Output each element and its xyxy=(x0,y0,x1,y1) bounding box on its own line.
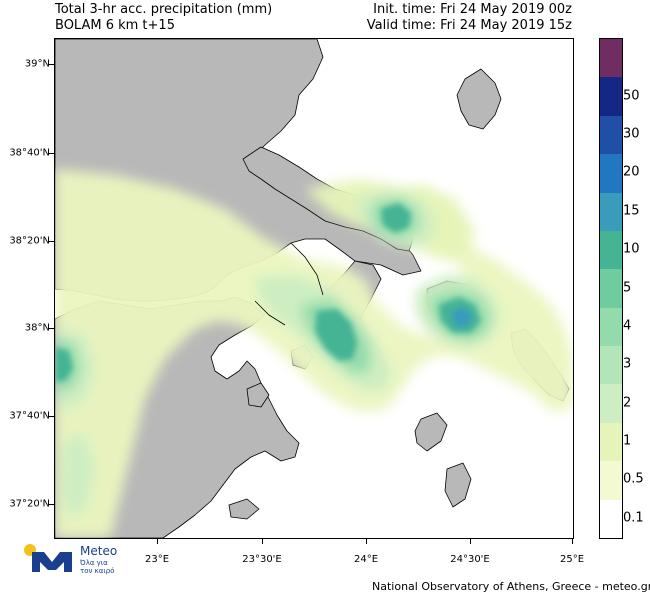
precip-core-attica xyxy=(315,309,357,361)
precip-band-sw xyxy=(61,435,95,519)
lat-tick xyxy=(48,504,54,505)
colorbar-segment xyxy=(600,269,622,308)
lon-label: 23°30'E xyxy=(242,554,282,565)
colorbar-level-label: 0.1 xyxy=(623,510,644,526)
lon-tick xyxy=(572,538,573,544)
precip-core-north xyxy=(381,203,411,233)
colorbar-segment xyxy=(600,77,622,116)
lat-tick xyxy=(48,64,54,65)
kea-island xyxy=(414,412,448,452)
precip-core-west xyxy=(55,347,73,381)
lon-label: 24°30'E xyxy=(450,554,490,565)
colorbar-segment xyxy=(600,154,622,193)
lat-label: 39°N xyxy=(24,58,50,70)
aegina-island xyxy=(246,382,270,408)
kythnos-island xyxy=(444,462,472,508)
lat-label: 38°20'N xyxy=(9,235,50,247)
colorbar-level-label: 3 xyxy=(623,356,632,372)
map-canvas xyxy=(55,39,573,538)
colorbar-segment xyxy=(600,384,622,423)
init-time: Init. time: Fri 24 May 2019 00z xyxy=(373,2,572,17)
meteo-m-icon xyxy=(32,552,72,572)
colorbar-segment xyxy=(600,115,622,155)
time-info-block: Init. time: Fri 24 May 2019 00z Valid ti… xyxy=(367,2,572,34)
coastlines-overlay xyxy=(254,242,324,326)
precipitation-map xyxy=(54,38,574,539)
precipitation-cores xyxy=(55,203,481,381)
footer-credit: National Observatory of Athens, Greece -… xyxy=(372,580,650,593)
lon-label: 25°E xyxy=(559,554,585,565)
lat-label: 38°N xyxy=(24,322,50,334)
hydra-island xyxy=(228,498,260,520)
colorbar-segment xyxy=(600,499,622,538)
colorbar-level-label: 20 xyxy=(623,164,640,180)
lon-label: 23°E xyxy=(144,554,170,565)
valid-time: Valid time: Fri 24 May 2019 15z xyxy=(366,18,572,33)
colorbar-level-label: 30 xyxy=(623,126,640,142)
precip-colorbar xyxy=(599,38,623,539)
map-title-block: Total 3-hr acc. precipitation (mm) BOLAM… xyxy=(55,2,272,34)
colorbar-segment xyxy=(600,346,622,385)
colorbar-segment xyxy=(600,307,622,347)
logo-tagline: Όλα για τον καιρό xyxy=(80,559,115,575)
lat-tick xyxy=(48,416,54,417)
lat-label: 37°20'N xyxy=(9,498,50,510)
lon-tick xyxy=(366,538,367,544)
lon-tick xyxy=(157,538,158,544)
colorbar-segment xyxy=(600,39,622,78)
logo-name: Meteo xyxy=(80,544,118,558)
map-title: Total 3-hr acc. precipitation (mm) xyxy=(55,2,273,17)
colorbar-segment xyxy=(600,230,622,270)
colorbar-segment xyxy=(600,422,622,462)
colorbar-segment xyxy=(600,192,622,231)
lat-tick xyxy=(48,153,54,154)
colorbar-level-label: 15 xyxy=(623,203,640,219)
colorbar-level-label: 1 xyxy=(623,433,632,449)
model-run-label: BOLAM 6 km t+15 xyxy=(55,18,175,33)
colorbar-level-label: 4 xyxy=(623,318,632,334)
lon-tick xyxy=(262,538,263,544)
colorbar-segment xyxy=(600,461,622,500)
lat-tick xyxy=(48,241,54,242)
lat-tick xyxy=(48,328,54,329)
precip-core-andros-heavy xyxy=(451,307,473,327)
colorbar-level-label: 50 xyxy=(623,88,640,104)
colorbar-level-label: 10 xyxy=(623,241,640,257)
meteo-logo xyxy=(24,544,72,572)
colorbar-level-label: 0.5 xyxy=(623,471,644,487)
lon-label: 24°E xyxy=(353,554,379,565)
lat-label: 38°40'N xyxy=(9,147,50,159)
skyros-island xyxy=(456,68,502,130)
colorbar-level-label: 2 xyxy=(623,395,632,411)
lon-tick xyxy=(470,538,471,544)
lat-label: 37°40'N xyxy=(9,410,50,422)
colorbar-level-label: 5 xyxy=(623,280,632,295)
precip-band-light xyxy=(55,169,573,538)
